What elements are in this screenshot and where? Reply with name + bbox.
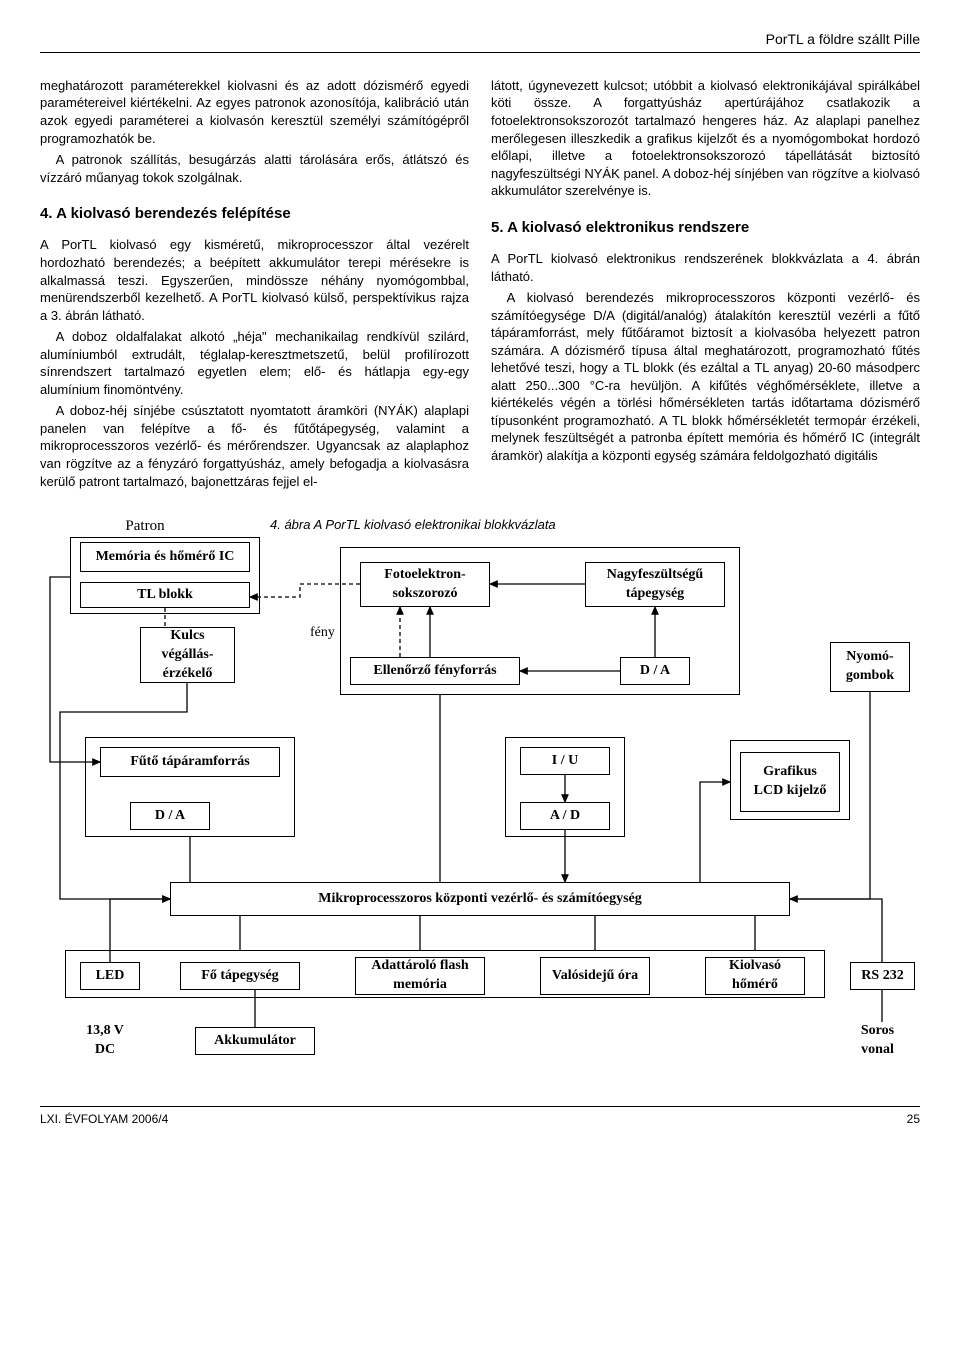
para: A patronok szállítás, besugárzás alatti …	[40, 151, 469, 186]
left-column: meghatározott paraméterekkel kiolvasni é…	[40, 77, 469, 494]
node-mem: Memória és hőmérő IC	[80, 542, 250, 572]
heading-5: 5. A kiolvasó elektronikus rendszere	[491, 218, 920, 238]
node-da0: D / A	[130, 802, 210, 830]
para: látott, úgynevezett kulcsot; utóbbit a k…	[491, 77, 920, 200]
node-nyomo: Nyomó- gombok	[830, 642, 910, 692]
node-ora: Valósidejű óra	[540, 957, 650, 995]
node-akku: Akkumulátor	[195, 1027, 315, 1055]
figure-4: Patron 4. ábra A PorTL kiolvasó elektron…	[40, 516, 920, 1082]
node-dc: 13,8 V DC	[70, 1022, 140, 1060]
node-led: LED	[80, 962, 140, 990]
heading-4: 4. A kiolvasó berendezés felépítése	[40, 204, 469, 224]
node-ad: A / D	[520, 802, 610, 830]
label-feny: fény	[310, 624, 335, 643]
node-fotap: Fő tápegység	[180, 962, 300, 990]
node-iu: I / U	[520, 747, 610, 775]
node-kulcs: Kulcs végállás- érzékelő	[140, 627, 235, 683]
node-cpu: Mikroprocesszoros központi vezérlő- és s…	[170, 882, 790, 916]
node-futo: Fűtő tápáramforrás	[100, 747, 280, 777]
node-rs232: RS 232	[850, 962, 915, 990]
node-flash: Adattároló flash memória	[355, 957, 485, 995]
node-ellen: Ellenőrző fényforrás	[350, 657, 520, 685]
node-da1: D / A	[620, 657, 690, 685]
node-kiho: Kiolvasó hőmérő	[705, 957, 805, 995]
para: A PorTL kiolvasó egy kisméretű, mikropro…	[40, 236, 469, 324]
para: A doboz oldalfalakat alkotó „héja" mecha…	[40, 328, 469, 398]
right-column: látott, úgynevezett kulcsot; utóbbit a k…	[491, 77, 920, 494]
para: A PorTL kiolvasó elektronikus rendszerén…	[491, 250, 920, 285]
footer-left: LXI. ÉVFOLYAM 2006/4	[40, 1111, 168, 1127]
block-diagram: Memória és hőmérő IC TL blokk Kulcs végáll…	[40, 542, 920, 1082]
node-soros: Soros vonal	[840, 1022, 915, 1060]
node-tl: TL blokk	[80, 582, 250, 608]
figure-caption: 4. ábra A PorTL kiolvasó elektronikai bl…	[250, 516, 920, 542]
running-head: PorTL a földre szállt Pille	[40, 30, 920, 53]
node-lcd: Grafikus LCD kijelző	[740, 752, 840, 812]
para: A kiolvasó berendezés mikroprocesszoros …	[491, 289, 920, 464]
node-nagy: Nagyfeszültségű tápegység	[585, 562, 725, 607]
footer-page: 25	[907, 1111, 920, 1127]
node-foto: Fotoelektron- sokszorozó	[360, 562, 490, 607]
para: meghatározott paraméterekkel kiolvasni é…	[40, 77, 469, 147]
patron-label: Patron	[40, 516, 250, 536]
para: A doboz-héj sínjébe csúsztatott nyomtato…	[40, 402, 469, 490]
